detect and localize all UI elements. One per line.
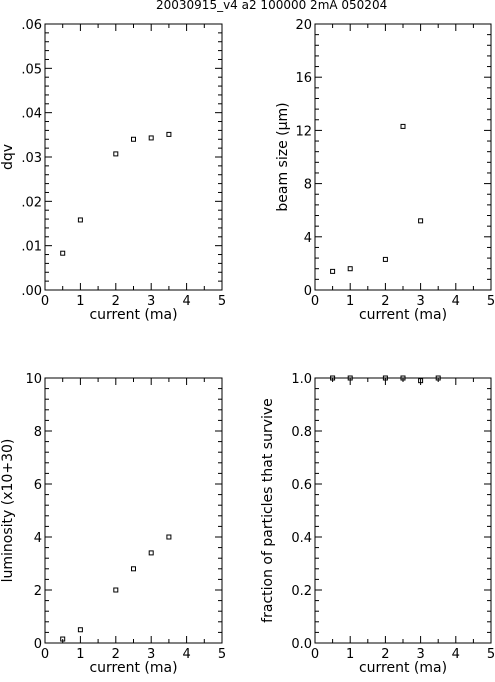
y-tick-label: .01 bbox=[21, 240, 42, 255]
x-tick-label: 4 bbox=[452, 294, 460, 309]
figure-header: 20030915_v4 a2 100000 2mA 050204 bbox=[156, 0, 387, 12]
data-point bbox=[60, 250, 66, 256]
x-tick-label: 5 bbox=[487, 294, 495, 309]
chart-panel-4: 0 1 2 3 4 5 0.0 0.2 0.4 0.6 0.8 1.0 current (ma) frac… bbox=[260, 372, 495, 676]
y-tick-label: .04 bbox=[21, 107, 42, 122]
y-tick-label: 0.6 bbox=[291, 478, 312, 493]
x-tick-label: 2 bbox=[112, 294, 120, 309]
y-tick-label: 20 bbox=[295, 18, 312, 33]
x-tick-label: 1 bbox=[346, 294, 354, 309]
x-tick-label: 1 bbox=[346, 647, 354, 662]
y-tick-label: 8 bbox=[304, 178, 312, 193]
data-point bbox=[330, 268, 336, 274]
x-tick-label: 1 bbox=[76, 647, 84, 662]
y-tick-label: 4 bbox=[34, 531, 42, 546]
data-point bbox=[400, 123, 406, 129]
x-axis-label: current (ma) bbox=[89, 307, 177, 323]
x-tick-label: 3 bbox=[416, 647, 424, 662]
x-tick-label: 0 bbox=[311, 294, 319, 309]
x-tick-label: 4 bbox=[182, 647, 190, 662]
y-tick-label: 0.2 bbox=[291, 584, 312, 599]
x-axis-label: current (ma) bbox=[89, 660, 177, 676]
x-tick-label: 5 bbox=[218, 647, 226, 662]
y-tick-label: 16 bbox=[295, 71, 312, 86]
data-point bbox=[347, 375, 353, 381]
plot-frame bbox=[44, 377, 223, 644]
y-tick-label: .02 bbox=[21, 195, 42, 210]
x-tick-label: 5 bbox=[218, 294, 226, 309]
data-point bbox=[148, 135, 154, 141]
x-tick-label: 2 bbox=[381, 647, 389, 662]
x-tick-label: 0 bbox=[311, 647, 319, 662]
data-point bbox=[382, 256, 388, 262]
y-axis-label: fraction of particles that survive bbox=[260, 398, 276, 623]
x-tick-label: 3 bbox=[416, 294, 424, 309]
chart-panel-3: 0 1 2 3 4 5 0 2 4 6 8 10 current (ma) luminosity (x10… bbox=[0, 372, 226, 676]
data-point bbox=[435, 375, 441, 381]
data-point bbox=[131, 566, 136, 572]
x-tick-label: 5 bbox=[487, 647, 495, 662]
y-tick-label: 8 bbox=[34, 425, 42, 440]
y-tick-label: 10 bbox=[25, 372, 42, 387]
y-tick-label: 0 bbox=[304, 284, 312, 299]
x-tick-label: 1 bbox=[76, 294, 84, 309]
data-point bbox=[400, 375, 406, 381]
x-tick-label: 4 bbox=[452, 647, 460, 662]
y-tick-label: 6 bbox=[34, 478, 42, 493]
x-tick-label: 3 bbox=[147, 647, 155, 662]
data-point bbox=[113, 587, 119, 593]
data-point bbox=[166, 534, 172, 540]
data-point bbox=[418, 378, 424, 384]
y-tick-label: 0 bbox=[34, 637, 42, 652]
data-point bbox=[113, 151, 119, 157]
data-point bbox=[77, 627, 83, 633]
y-tick-label: 12 bbox=[295, 124, 312, 139]
y-tick-label: 0.8 bbox=[291, 425, 312, 440]
y-tick-label: 4 bbox=[304, 231, 312, 246]
y-tick-label: .03 bbox=[21, 151, 42, 166]
data-point bbox=[148, 550, 154, 556]
y-tick-label: 2 bbox=[34, 584, 42, 599]
plot-frame bbox=[314, 23, 492, 291]
y-tick-label: .05 bbox=[21, 62, 42, 77]
y-tick-label: 0.0 bbox=[291, 637, 312, 652]
x-tick-label: 2 bbox=[381, 294, 389, 309]
y-axis-label: dqv bbox=[0, 144, 16, 170]
chart-panel-1: 0 1 2 3 4 5 .00 .01 .02 .03 .04 .05 .06 current (ma) d… bbox=[0, 18, 226, 323]
data-point bbox=[131, 136, 136, 142]
data-point bbox=[382, 375, 388, 381]
y-tick-label: 1.0 bbox=[291, 372, 312, 387]
y-tick-label: .00 bbox=[21, 284, 42, 299]
x-tick-label: 3 bbox=[147, 294, 155, 309]
y-tick-label: .06 bbox=[21, 18, 42, 33]
x-tick-label: 4 bbox=[182, 294, 190, 309]
x-tick-label: 2 bbox=[112, 647, 120, 662]
data-point bbox=[418, 218, 424, 224]
x-tick-label: 0 bbox=[41, 647, 49, 662]
data-point bbox=[347, 266, 353, 272]
y-axis-label: luminosity (x10+30) bbox=[0, 439, 16, 583]
x-axis-label: current (ma) bbox=[359, 307, 447, 323]
x-axis-label: current (ma) bbox=[359, 660, 447, 676]
y-tick-label: 0.4 bbox=[291, 531, 312, 546]
data-point bbox=[60, 636, 66, 642]
plot-frame bbox=[314, 377, 492, 644]
y-axis-label: beam size (μm) bbox=[275, 102, 291, 211]
data-point bbox=[166, 131, 172, 137]
x-tick-label: 0 bbox=[41, 294, 49, 309]
data-point bbox=[77, 217, 83, 223]
plot-frame bbox=[44, 23, 223, 291]
data-point bbox=[330, 375, 336, 381]
